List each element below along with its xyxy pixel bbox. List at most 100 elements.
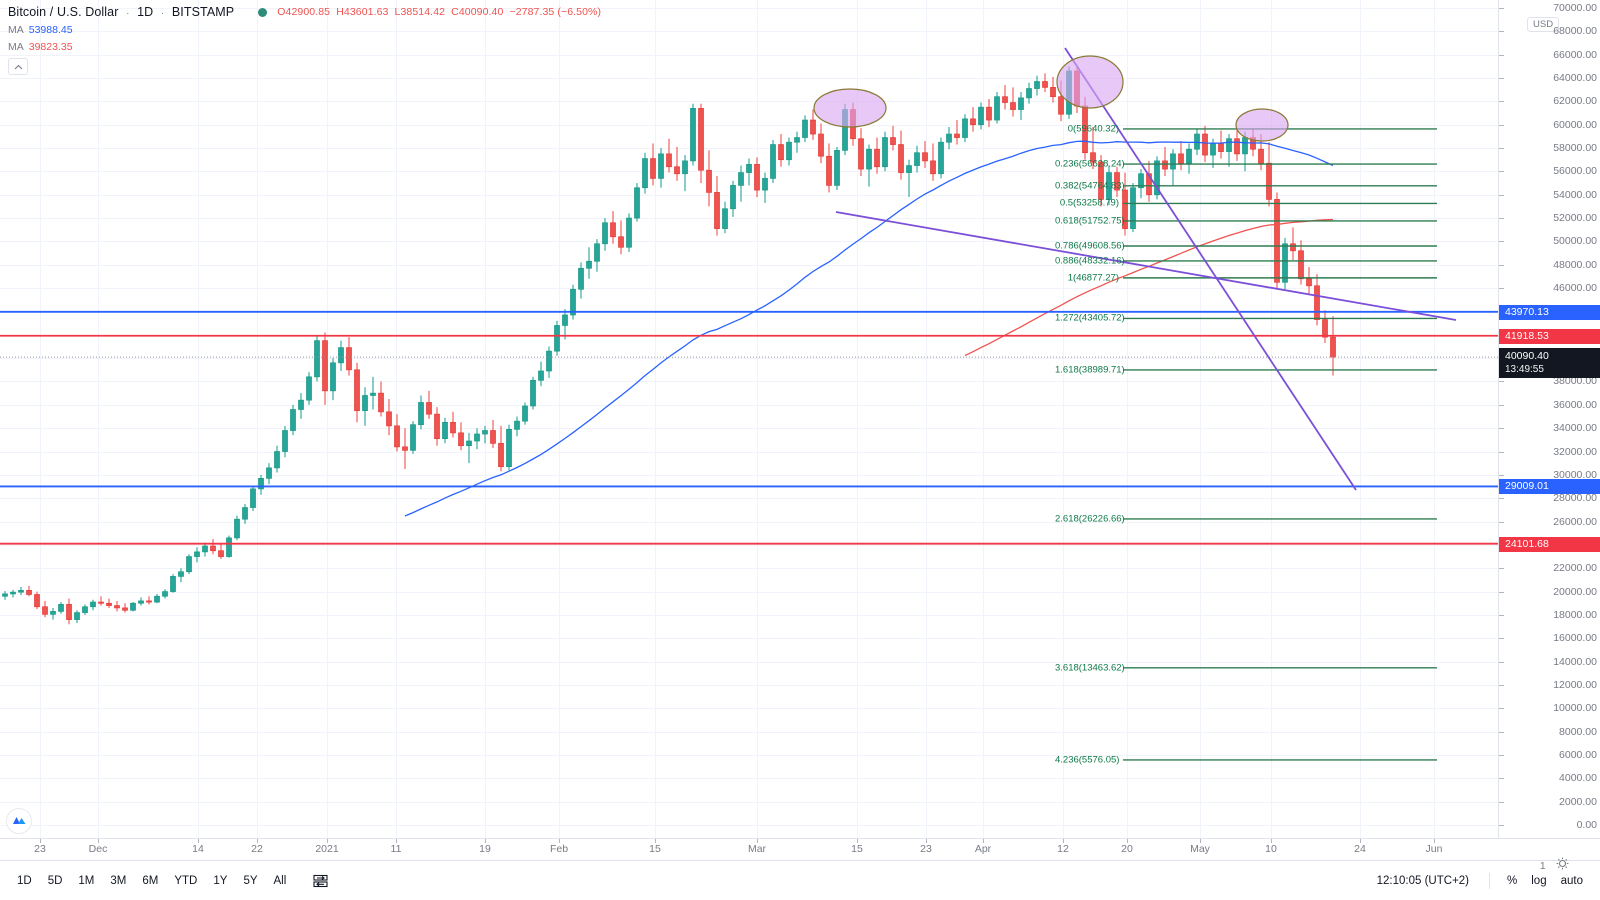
candle-body bbox=[618, 236, 624, 248]
candle-body bbox=[82, 606, 88, 613]
candle-body bbox=[450, 421, 456, 434]
price-axis[interactable]: USD 70000.00 68000.00 66000.00 64000.00 6200… bbox=[1498, 0, 1600, 838]
time-tick-mark bbox=[327, 839, 328, 843]
candle-body bbox=[490, 430, 496, 444]
timeframe-button-1d[interactable]: 1D bbox=[17, 874, 32, 887]
candle-body bbox=[882, 137, 888, 168]
time-gridline bbox=[1127, 0, 1128, 838]
time-tick-label: 2021 bbox=[315, 843, 339, 855]
candle-body bbox=[250, 488, 256, 508]
candle-body bbox=[890, 137, 896, 145]
candle-body bbox=[474, 433, 480, 442]
price-axis-badge[interactable]: 41918.53 bbox=[1499, 328, 1600, 344]
price-axis-badge[interactable]: 43970.13 bbox=[1499, 304, 1600, 320]
price-axis-badge[interactable]: 29009.01 bbox=[1499, 479, 1600, 495]
timeframe-button-all[interactable]: All bbox=[273, 874, 287, 887]
timeframe-button-1y[interactable]: 1Y bbox=[213, 874, 228, 887]
settings-gear-button[interactable] bbox=[1556, 857, 1569, 875]
candle-body bbox=[1106, 172, 1112, 200]
price-tick-label: 22000.00 bbox=[1553, 562, 1597, 575]
badge-countdown: 13:49:55 bbox=[1505, 364, 1544, 376]
candle-body bbox=[914, 152, 920, 166]
price-tick-mark bbox=[1499, 404, 1504, 406]
percent-scale-button[interactable]: % bbox=[1507, 874, 1518, 887]
log-scale-button[interactable]: log bbox=[1531, 874, 1547, 887]
candle-body bbox=[346, 347, 352, 371]
bearish-reversal-may-08[interactable] bbox=[1235, 108, 1289, 142]
candle-body bbox=[786, 141, 792, 161]
candle-body bbox=[666, 153, 672, 168]
time-gridline bbox=[1434, 0, 1435, 838]
price-tick-label: 46000.00 bbox=[1553, 282, 1597, 295]
candle-body bbox=[922, 152, 928, 162]
candle-body bbox=[1114, 172, 1120, 191]
candle-body bbox=[1258, 148, 1264, 164]
time-tick-label: 14 bbox=[192, 843, 204, 855]
time-tick-mark bbox=[1127, 839, 1128, 843]
time-tick-label: 20 bbox=[1121, 843, 1133, 855]
candle-body bbox=[978, 106, 984, 126]
breakdown-line-purple[interactable] bbox=[1064, 47, 1357, 491]
price-gridline bbox=[0, 614, 1498, 616]
chart-drawing-layer bbox=[0, 47, 1498, 761]
gear-icon bbox=[1556, 857, 1568, 870]
auto-scale-button[interactable]: auto bbox=[1560, 874, 1583, 887]
price-tick-label: 64000.00 bbox=[1553, 72, 1597, 85]
price-tick-mark bbox=[1499, 241, 1504, 243]
candle-body bbox=[594, 243, 600, 262]
price-tick-label: 58000.00 bbox=[1553, 142, 1597, 155]
timeframe-button-3m[interactable]: 3M bbox=[110, 874, 127, 887]
axis-corner-controls: 1 bbox=[1540, 857, 1569, 875]
candle-body bbox=[386, 411, 392, 427]
timeframe-button-5y[interactable]: 5Y bbox=[243, 874, 258, 887]
candle-body bbox=[690, 108, 696, 162]
currency-chip[interactable]: USD bbox=[1527, 17, 1560, 32]
candle-body bbox=[2, 593, 8, 597]
time-tick-label: May bbox=[1190, 843, 1210, 855]
price-tick-mark bbox=[1499, 614, 1504, 616]
time-tick-mark bbox=[655, 839, 656, 843]
descending-trendline-purple[interactable] bbox=[835, 211, 1457, 321]
price-axis-badge[interactable]: 40090.40 13:49:55 bbox=[1499, 348, 1600, 379]
timeframe-button-1m[interactable]: 1M bbox=[78, 874, 95, 887]
bottom-toolbar: 1D 5D 1M 3M 6M YTD 1Y 5Y All 12:10:05 (UTC+2) % … bbox=[0, 860, 1600, 900]
price-gridline bbox=[0, 148, 1498, 150]
time-tick-label: 12 bbox=[1057, 843, 1069, 855]
price-tick-mark bbox=[1499, 731, 1504, 733]
price-tick-label: 14000.00 bbox=[1553, 655, 1597, 668]
time-gridline bbox=[198, 0, 199, 838]
candle-body bbox=[930, 160, 936, 175]
time-tick-mark bbox=[485, 839, 486, 843]
price-axis-badge[interactable]: 24101.68 bbox=[1499, 536, 1600, 552]
time-gridline bbox=[257, 0, 258, 838]
time-tick-label: Mar bbox=[747, 843, 767, 855]
price-tick-label: 4000.00 bbox=[1559, 772, 1597, 785]
price-tick-mark bbox=[1499, 288, 1504, 290]
time-tick-mark bbox=[40, 839, 41, 843]
bearish-reversal-apr-14[interactable] bbox=[1056, 55, 1124, 109]
price-gridline bbox=[0, 288, 1498, 290]
timeframe-button-5d[interactable]: 5D bbox=[47, 874, 63, 887]
time-axis[interactable]: 23 Dec 14 22 2021 11 19 Feb 15 Mar 15 23 Apr 12 20 May 1… bbox=[0, 838, 1600, 861]
session-clock[interactable]: 12:10:05 (UTC+2) bbox=[1376, 874, 1470, 887]
timeframe-button-6m[interactable]: 6M bbox=[142, 874, 159, 887]
price-tick-mark bbox=[1499, 218, 1504, 220]
candle-body bbox=[226, 537, 232, 557]
bearish-engulfing-mar-15[interactable] bbox=[813, 88, 887, 128]
price-tick-mark bbox=[1499, 825, 1504, 826]
price-gridline bbox=[0, 241, 1498, 243]
candle-body bbox=[426, 402, 432, 415]
candle-body bbox=[578, 267, 584, 290]
price-tick-label: 12000.00 bbox=[1553, 678, 1597, 691]
collapse-legend-button[interactable] bbox=[8, 58, 28, 75]
candle-body bbox=[506, 428, 512, 468]
time-gridline bbox=[857, 0, 858, 838]
timeframe-button-ytd[interactable]: YTD bbox=[174, 874, 198, 887]
time-tick-label: 22 bbox=[251, 843, 263, 855]
time-tick-mark bbox=[396, 839, 397, 843]
chart-type-toggle-button[interactable] bbox=[309, 869, 333, 893]
candle-body bbox=[1210, 143, 1216, 156]
price-tick-mark bbox=[1499, 381, 1504, 383]
candle-body bbox=[906, 165, 912, 173]
chart-pane[interactable]: 0(59640.32) 0.236(56628.24) 0.382(54764.83… bbox=[0, 0, 1498, 838]
